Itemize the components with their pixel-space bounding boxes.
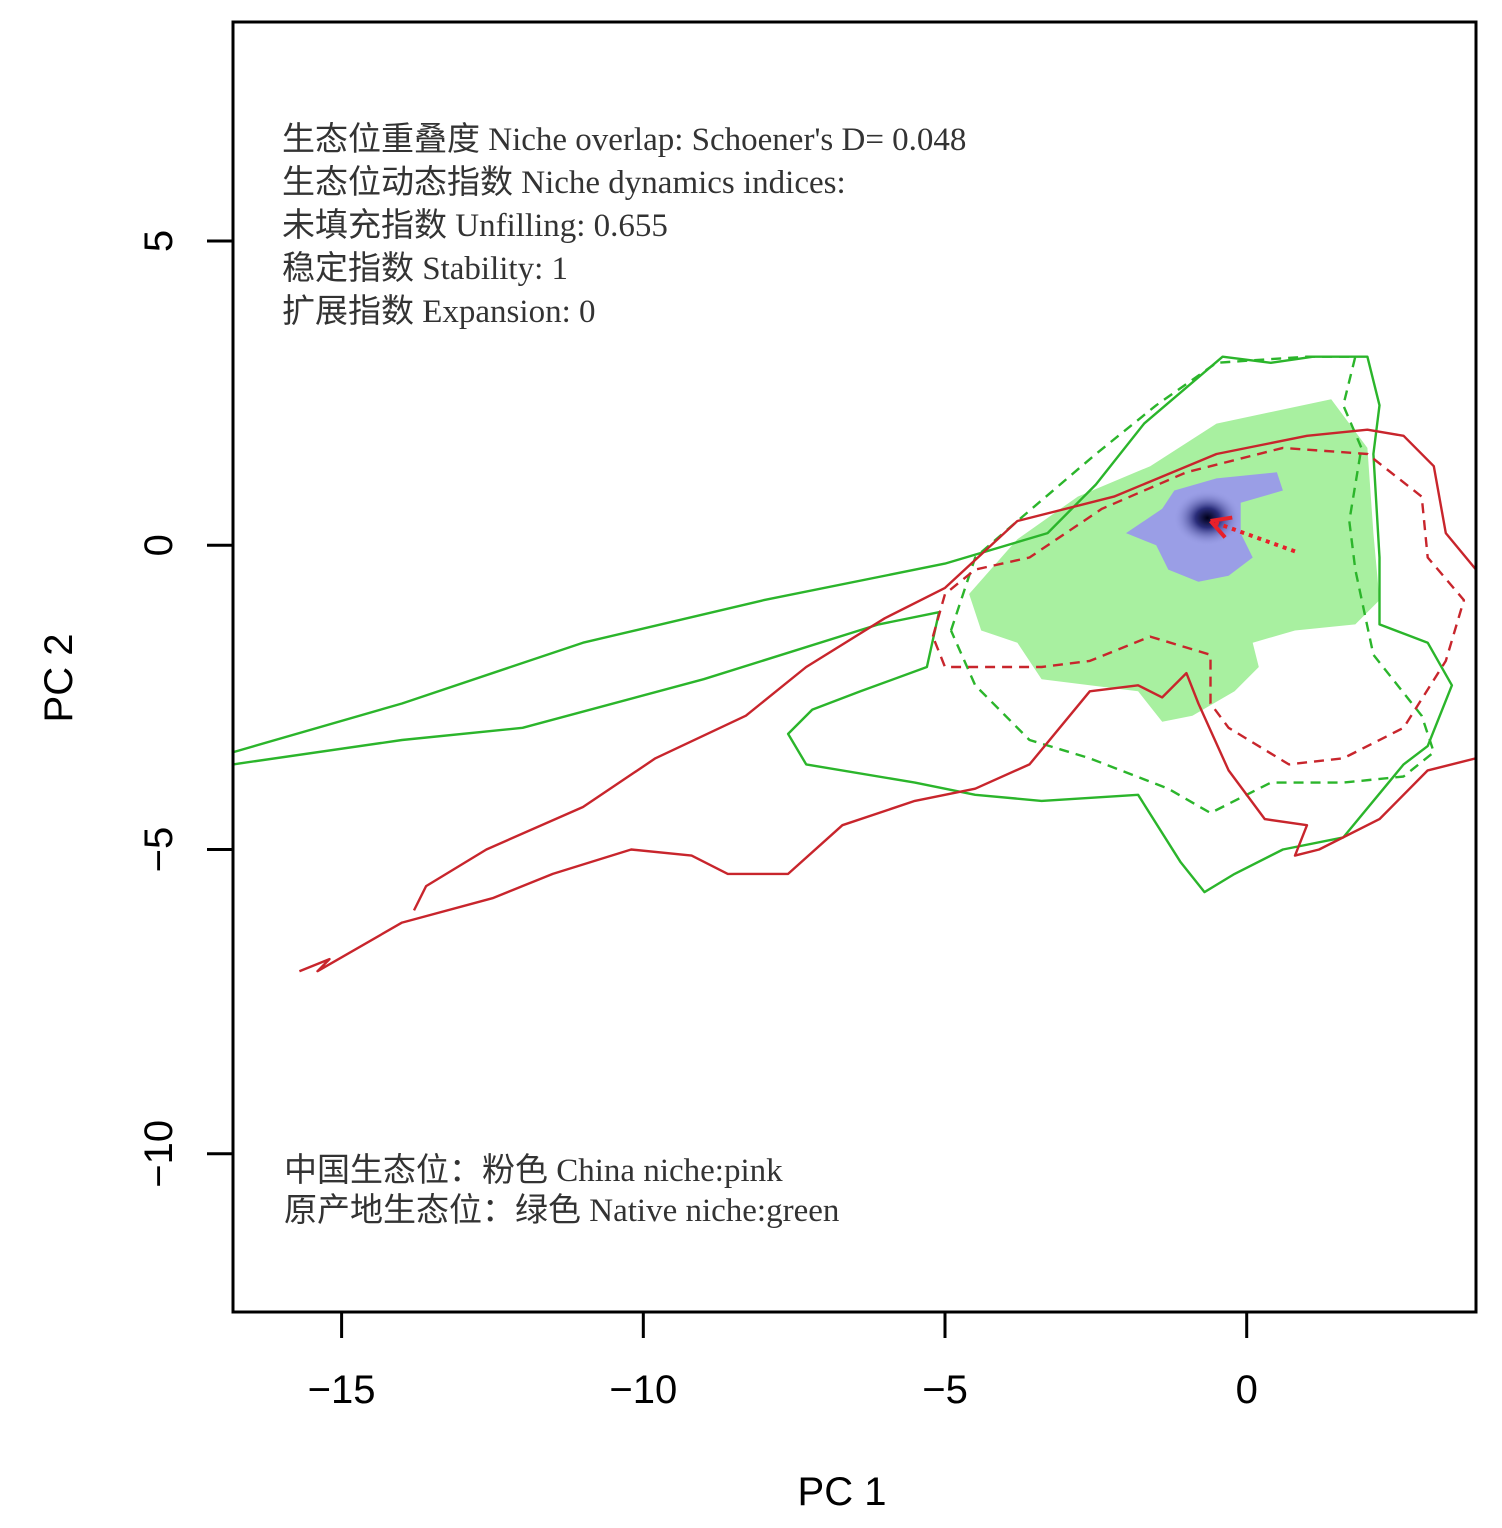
stats-annotation-line: 生态位重叠度 Niche overlap: Schoener's D= 0.04… bbox=[282, 121, 966, 158]
plot-frame bbox=[231, 20, 1478, 1314]
x-axis-title: PC 1 bbox=[798, 1470, 887, 1514]
stats-annotation-line: 稳定指数 Stability: 1 bbox=[282, 250, 568, 287]
y-tick-label: 0 bbox=[137, 534, 181, 556]
x-tick-label: −5 bbox=[922, 1368, 968, 1412]
y-tick-label: −5 bbox=[137, 827, 181, 873]
plot-area bbox=[233, 355, 1476, 973]
contour-china-dashed bbox=[931, 446, 1466, 766]
stats-annotation-line: 扩展指数 Expansion: 0 bbox=[282, 293, 595, 330]
niche-shift-arrow bbox=[1209, 515, 1296, 554]
legend-annotation-line: 原产地生态位：绿色 Native niche:green bbox=[284, 1192, 839, 1229]
contour-china-solid bbox=[298, 428, 1476, 973]
stats-annotation-line: 未填充指数 Unfilling: 0.655 bbox=[282, 207, 668, 244]
y-axis-title: PC 2 bbox=[37, 634, 81, 723]
shift-arrow-shaft bbox=[1209, 519, 1296, 554]
legend-annotation-line: 中国生态位：粉色 China niche:pink bbox=[284, 1152, 783, 1189]
y-axis: 5 0 −5 −10 bbox=[137, 230, 233, 1188]
y-tick-label: 5 bbox=[137, 230, 181, 252]
contour-native-dashed bbox=[949, 355, 1435, 815]
x-tick-label: −15 bbox=[308, 1368, 376, 1412]
density-core bbox=[1173, 489, 1242, 546]
y-tick-label: −10 bbox=[137, 1120, 181, 1188]
x-tick-label: −10 bbox=[609, 1368, 677, 1412]
x-axis: −15 −10 −5 0 bbox=[308, 1312, 1258, 1412]
series-layer bbox=[233, 355, 1476, 973]
shift-arrow-head bbox=[1210, 515, 1233, 523]
contour-native-solid bbox=[233, 355, 1454, 894]
stats-annotation-line: 生态位动态指数 Niche dynamics indices: bbox=[282, 164, 846, 201]
stats-annotation: 生态位重叠度 Niche overlap: Schoener's D= 0.04… bbox=[282, 121, 966, 330]
shift-arrow-head bbox=[1209, 519, 1227, 539]
x-tick-label: 0 bbox=[1236, 1368, 1258, 1412]
